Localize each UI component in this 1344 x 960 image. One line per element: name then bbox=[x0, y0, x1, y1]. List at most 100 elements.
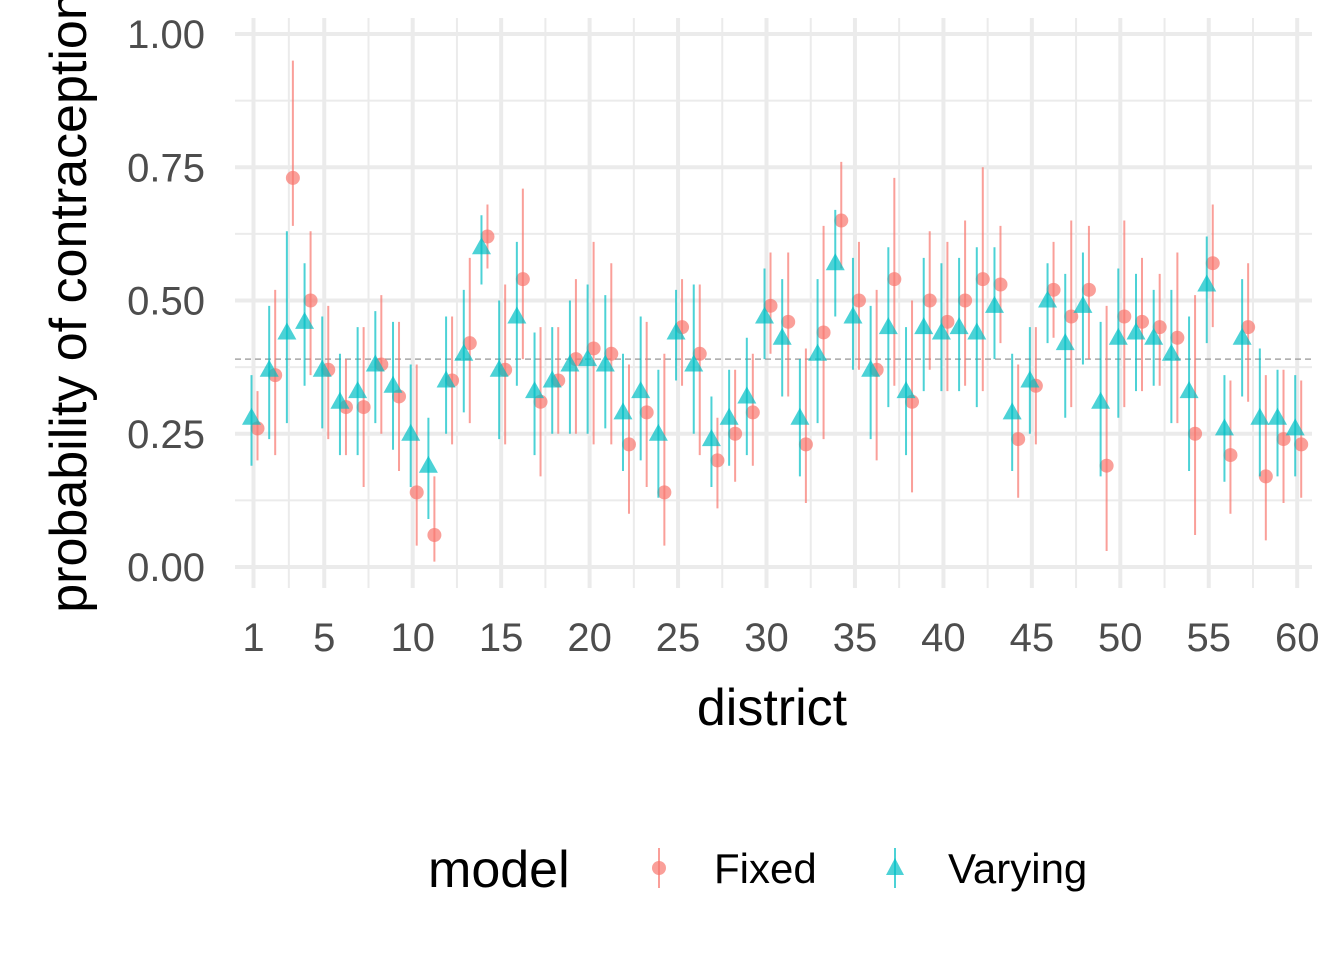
point-varying bbox=[666, 322, 686, 340]
point-fixed bbox=[621, 437, 636, 452]
series-fixed bbox=[250, 60, 1309, 562]
point-varying bbox=[613, 402, 633, 420]
point-fixed bbox=[710, 453, 725, 468]
point-varying bbox=[348, 381, 368, 399]
point-varying bbox=[684, 354, 704, 372]
x-tick-label: 60 bbox=[1275, 616, 1320, 660]
x-tick-label: 5 bbox=[313, 616, 335, 660]
point-varying bbox=[701, 429, 721, 447]
point-varying bbox=[1197, 274, 1217, 292]
point-varying bbox=[595, 354, 615, 372]
point-varying bbox=[931, 322, 951, 340]
point-varying bbox=[1002, 402, 1022, 420]
point-fixed bbox=[515, 272, 530, 287]
legend-label-varying: Varying bbox=[948, 845, 1087, 892]
point-fixed bbox=[1276, 432, 1291, 447]
point-fixed bbox=[1117, 309, 1132, 324]
point-varying bbox=[1250, 407, 1270, 425]
x-tick-label: 10 bbox=[390, 616, 435, 660]
point-fixed bbox=[1064, 309, 1079, 324]
point-fixed bbox=[1135, 314, 1149, 329]
point-varying bbox=[1232, 327, 1252, 345]
point-varying bbox=[242, 407, 261, 425]
point-fixed bbox=[480, 229, 495, 244]
point-fixed bbox=[1258, 469, 1273, 484]
point-varying bbox=[259, 359, 279, 377]
point-varying bbox=[1161, 343, 1181, 361]
point-varying bbox=[719, 407, 739, 425]
point-varying bbox=[1108, 327, 1128, 345]
series-varying bbox=[242, 209, 1305, 520]
point-fixed bbox=[303, 293, 318, 308]
point-fixed bbox=[922, 293, 937, 308]
point-varying bbox=[525, 381, 545, 399]
point-varying bbox=[896, 381, 916, 399]
legend-key-fixed-point bbox=[652, 861, 666, 875]
point-fixed bbox=[1099, 458, 1114, 473]
point-varying bbox=[312, 359, 332, 377]
point-varying bbox=[861, 359, 881, 377]
point-varying bbox=[507, 306, 527, 324]
point-varying bbox=[1038, 290, 1058, 308]
y-axis-ticks: 0.00 0.25 0.50 0.75 1.00 bbox=[127, 13, 205, 590]
legend-item-fixed: Fixed bbox=[652, 845, 817, 892]
point-varying bbox=[790, 407, 810, 425]
point-varying bbox=[1055, 333, 1075, 351]
point-varying bbox=[401, 423, 421, 441]
point-varying bbox=[578, 349, 598, 367]
point-varying bbox=[631, 381, 651, 399]
point-varying bbox=[878, 317, 898, 335]
x-tick-label: 30 bbox=[744, 616, 789, 660]
point-fixed bbox=[887, 272, 902, 287]
y-tick-label: 0.00 bbox=[127, 546, 205, 590]
point-varying bbox=[843, 306, 863, 324]
point-varying bbox=[1126, 322, 1146, 340]
point-fixed bbox=[745, 405, 760, 420]
point-varying bbox=[277, 322, 297, 340]
point-fixed bbox=[1081, 282, 1096, 297]
point-fixed bbox=[816, 325, 831, 340]
point-fixed bbox=[781, 314, 796, 329]
point-varying bbox=[471, 237, 491, 255]
point-varying bbox=[825, 253, 845, 271]
point-fixed bbox=[462, 336, 477, 351]
point-fixed bbox=[905, 394, 920, 409]
point-varying bbox=[418, 455, 438, 473]
point-fixed bbox=[409, 485, 424, 500]
point-varying bbox=[1091, 391, 1111, 409]
legend-title: model bbox=[428, 841, 570, 899]
point-fixed bbox=[1241, 320, 1256, 335]
legend: model Fixed Varying bbox=[428, 841, 1087, 899]
y-tick-label: 0.50 bbox=[127, 280, 205, 324]
point-fixed bbox=[657, 485, 672, 500]
y-tick-label: 0.25 bbox=[127, 413, 205, 457]
point-fixed bbox=[728, 426, 743, 441]
point-varying bbox=[984, 295, 1004, 313]
point-fixed bbox=[533, 394, 548, 409]
point-varying bbox=[949, 317, 969, 335]
legend-label-fixed: Fixed bbox=[714, 845, 817, 892]
y-tick-label: 1.00 bbox=[127, 13, 205, 57]
point-fixed bbox=[692, 346, 707, 361]
point-varying bbox=[648, 423, 668, 441]
legend-key-varying-point bbox=[886, 858, 904, 875]
point-varying bbox=[1073, 295, 1093, 313]
point-fixed bbox=[604, 346, 619, 361]
point-varying bbox=[454, 343, 474, 361]
x-tick-label: 15 bbox=[479, 616, 524, 660]
point-fixed bbox=[250, 421, 265, 436]
legend-item-varying: Varying bbox=[886, 845, 1087, 892]
point-varying bbox=[542, 370, 562, 388]
point-fixed bbox=[763, 298, 778, 313]
point-fixed bbox=[851, 293, 866, 308]
point-fixed bbox=[1223, 448, 1238, 463]
point-varying bbox=[1214, 418, 1234, 436]
point-varying bbox=[772, 327, 792, 345]
point-varying bbox=[914, 317, 934, 335]
point-fixed bbox=[639, 405, 654, 420]
major-gridlines bbox=[235, 18, 1312, 588]
point-fixed bbox=[285, 170, 300, 185]
point-fixed bbox=[1011, 432, 1026, 447]
x-axis-title: district bbox=[697, 679, 848, 737]
